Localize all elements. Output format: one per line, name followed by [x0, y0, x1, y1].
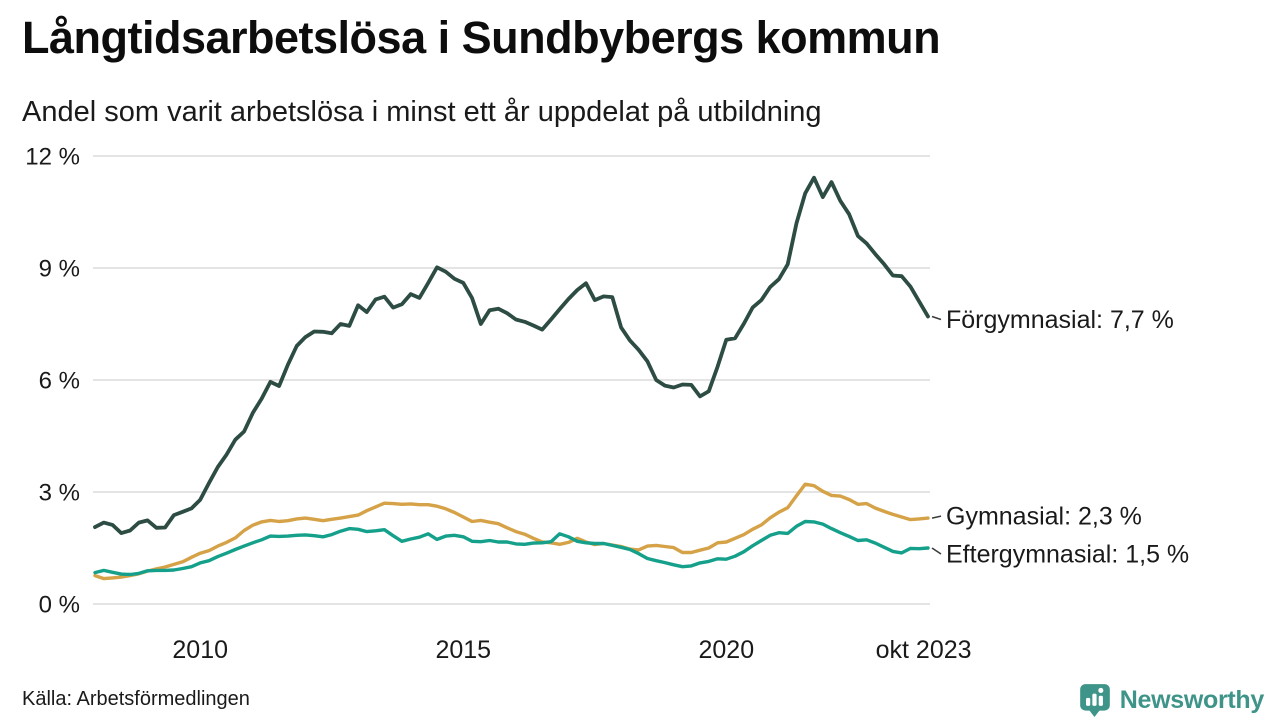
y-tick-label: 9 % — [39, 256, 80, 283]
series-line-förgymnasial — [93, 175, 930, 535]
y-tick-label: 12 % — [25, 144, 80, 171]
x-tick-label: 2010 — [172, 636, 228, 664]
x-axis-tick-labels: 2010 2015 2020 okt 2023 — [172, 636, 971, 664]
series-line-eftergymnasial — [93, 519, 930, 577]
series-line-gymnasial — [93, 482, 930, 581]
series-end-label-forgymnasial: Förgymnasial: 7,7 % — [946, 306, 1174, 334]
brand-name: Newsworthy — [1119, 685, 1265, 714]
end-label-connectors — [931, 315, 942, 555]
x-tick-label: 2015 — [435, 636, 491, 664]
series-end-label-eftergymnasial: Eftergymnasial: 1,5 % — [946, 541, 1189, 569]
x-tick-label: 2020 — [699, 636, 755, 664]
newsworthy-bubble-chart-icon — [1079, 684, 1110, 717]
y-tick-label: 6 % — [39, 368, 80, 395]
y-tick-label: 3 % — [39, 480, 80, 507]
y-tick-label: 0 % — [39, 592, 80, 619]
gridlines — [93, 155, 930, 605]
source-note: Källa: Arbetsförmedlingen — [22, 688, 250, 710]
series-lines — [93, 175, 930, 581]
page-title: Långtidsarbetslösa i Sundbybergs kommun — [22, 12, 941, 63]
series-end-label-gymnasial: Gymnasial: 2,3 % — [946, 503, 1142, 531]
y-axis-tick-labels: 0 % 3 % 6 % 9 % 12 % — [25, 144, 80, 619]
x-tick-label: okt 2023 — [876, 636, 972, 664]
brand-logo: Newsworthy — [1077, 682, 1264, 718]
page-subtitle: Andel som varit arbetslösa i minst ett å… — [22, 96, 822, 128]
